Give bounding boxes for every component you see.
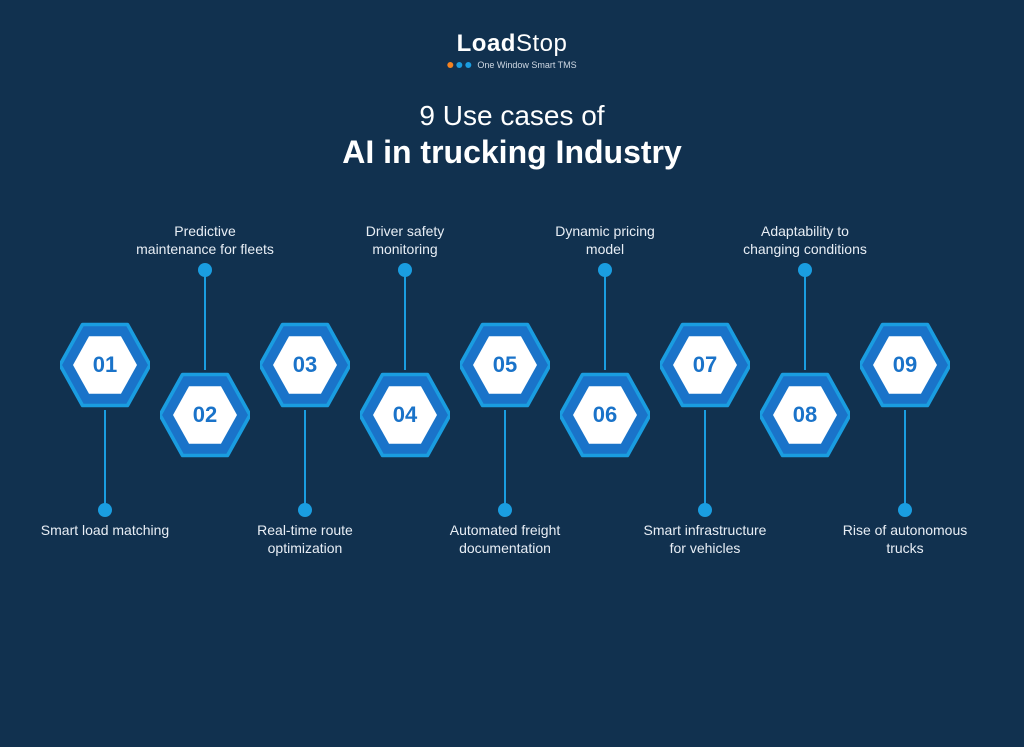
hex-node-08: 08Adaptability to changing conditions <box>760 370 850 460</box>
hex-outer: 03 <box>260 320 350 410</box>
stem <box>504 410 506 510</box>
hex-number: 03 <box>293 352 317 378</box>
hex-number: 07 <box>693 352 717 378</box>
logo-text: LoadStop <box>447 30 576 58</box>
hex-node-02: 02Predictive maintenance for fleets <box>160 370 250 460</box>
stem-dot-icon <box>898 503 912 517</box>
hex-node-05: 05Automated freight documentation <box>460 320 550 410</box>
title-line1: 9 Use cases of <box>0 100 1024 132</box>
hex-outer: 02 <box>160 370 250 460</box>
stem-dot-icon <box>498 503 512 517</box>
hex-node-09: 09Rise of autonomous trucks <box>860 320 950 410</box>
hex-outer: 06 <box>560 370 650 460</box>
hex-number: 06 <box>593 402 617 428</box>
stem-dot-icon <box>198 263 212 277</box>
hex-number: 05 <box>493 352 517 378</box>
node-label: Rise of autonomous trucks <box>835 522 975 557</box>
node-label: Adaptability to changing conditions <box>735 223 875 258</box>
hex-node-04: 04Driver safety monitoring <box>360 370 450 460</box>
stem-dot-icon <box>798 263 812 277</box>
node-label: Smart infrastructure for vehicles <box>635 522 775 557</box>
hex-flow-diagram: 01Smart load matching02Predictive mainte… <box>0 190 1024 660</box>
stem-dot-icon <box>98 503 112 517</box>
title: 9 Use cases of AI in trucking Industry <box>0 100 1024 171</box>
stem <box>804 270 806 370</box>
stem <box>604 270 606 370</box>
hex-number: 09 <box>893 352 917 378</box>
node-label: Automated freight documentation <box>435 522 575 557</box>
stem <box>904 410 906 510</box>
stem <box>104 410 106 510</box>
hex-outer: 09 <box>860 320 950 410</box>
hex-node-03: 03Real-time route optimization <box>260 320 350 410</box>
hex-node-07: 07Smart infrastructure for vehicles <box>660 320 750 410</box>
node-label: Real-time route optimization <box>235 522 375 557</box>
logo-tagline: One Window Smart TMS <box>477 60 576 70</box>
logo-subline: One Window Smart TMS <box>447 60 576 70</box>
hex-node-06: 06Dynamic pricing model <box>560 370 650 460</box>
logo-dot <box>456 62 462 68</box>
stem <box>204 270 206 370</box>
logo-light: Stop <box>516 30 567 57</box>
hex-number: 08 <box>793 402 817 428</box>
stem <box>404 270 406 370</box>
hex-number: 01 <box>93 352 117 378</box>
stem <box>304 410 306 510</box>
node-label: Predictive maintenance for fleets <box>135 223 275 258</box>
node-label: Smart load matching <box>35 522 175 540</box>
node-label: Driver safety monitoring <box>335 223 475 258</box>
hex-outer: 07 <box>660 320 750 410</box>
hex-node-01: 01Smart load matching <box>60 320 150 410</box>
hex-outer: 08 <box>760 370 850 460</box>
stem-dot-icon <box>598 263 612 277</box>
stem-dot-icon <box>698 503 712 517</box>
hex-number: 04 <box>393 402 417 428</box>
logo-dots <box>447 62 471 68</box>
logo-dot <box>447 62 453 68</box>
logo-dot <box>465 62 471 68</box>
node-label: Dynamic pricing model <box>535 223 675 258</box>
logo-bold: Load <box>457 30 516 57</box>
logo: LoadStop One Window Smart TMS <box>447 30 576 70</box>
stem-dot-icon <box>298 503 312 517</box>
title-line2: AI in trucking Industry <box>0 134 1024 171</box>
stem <box>704 410 706 510</box>
stem-dot-icon <box>398 263 412 277</box>
hex-outer: 05 <box>460 320 550 410</box>
hex-outer: 04 <box>360 370 450 460</box>
hex-outer: 01 <box>60 320 150 410</box>
hex-number: 02 <box>193 402 217 428</box>
